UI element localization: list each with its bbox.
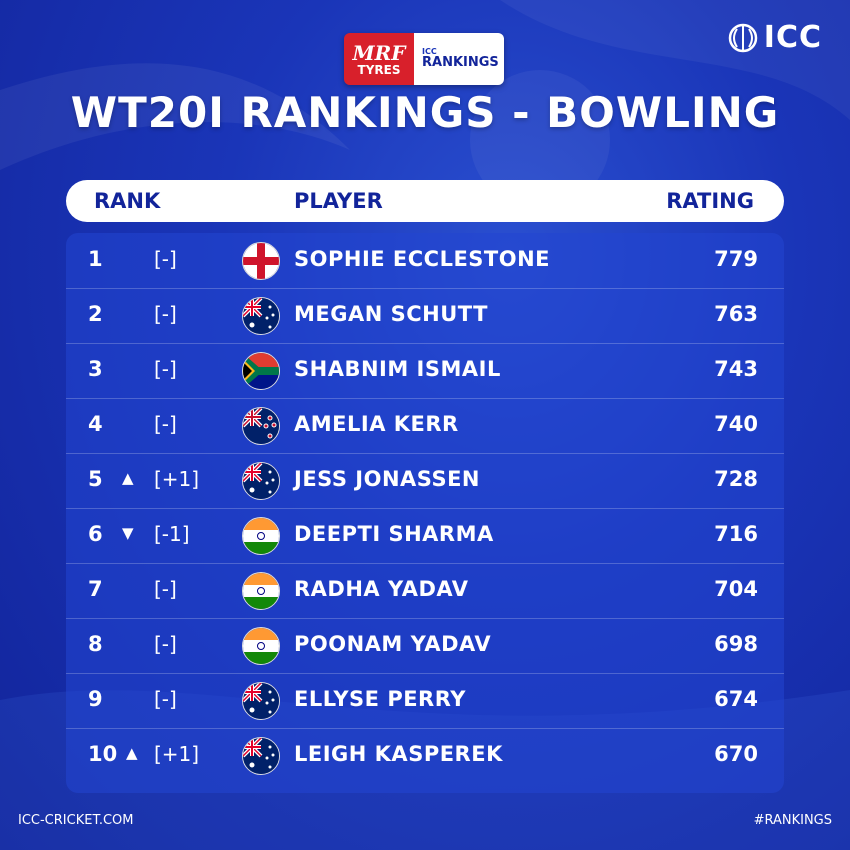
rankings-tag-top: ICC: [422, 46, 437, 56]
row-rank: 4: [88, 412, 103, 436]
rank-change: [-]: [154, 412, 177, 436]
player-name: ELLYSE PERRY: [294, 687, 466, 711]
player-rating: 743: [714, 357, 758, 381]
player-name: SHABNIM ISMAIL: [294, 357, 501, 381]
rank-change: [+1]: [154, 742, 200, 766]
player-name: RADHA YADAV: [294, 577, 469, 601]
rank-change: [-]: [154, 687, 177, 711]
england-flag-icon: [242, 242, 280, 280]
player-name: MEGAN SCHUTT: [294, 302, 488, 326]
rank-up-icon: ▲: [122, 469, 134, 487]
rank-up-icon: ▲: [126, 744, 138, 762]
india-flag-icon: [242, 517, 280, 555]
row-rank: 7: [88, 577, 103, 601]
row-rank: 5: [88, 467, 103, 491]
player-rating: 763: [714, 302, 758, 326]
rank-change: [-]: [154, 357, 177, 381]
rank-change: [+1]: [154, 467, 200, 491]
player-name: JESS JONASSEN: [294, 467, 480, 491]
mrf-brand-sub: TYRES: [357, 62, 401, 77]
player-rating: 779: [714, 247, 758, 271]
rank-change: [-]: [154, 632, 177, 656]
row-rank: 9: [88, 687, 103, 711]
header-rating: RATING: [666, 189, 754, 213]
player-name: POONAM YADAV: [294, 632, 492, 656]
india-flag-icon: [242, 572, 280, 610]
row-rank: 1: [88, 247, 103, 271]
row-rank: 2: [88, 302, 103, 326]
player-rating: 740: [714, 412, 758, 436]
rank-change: [-]: [154, 247, 177, 271]
india-flag-icon: [242, 627, 280, 665]
table-row: 3 [-] SHABNIM ISMAIL 743: [66, 343, 784, 399]
row-rank: 3: [88, 357, 103, 381]
player-rating: 704: [714, 577, 758, 601]
australia-flag-icon: [242, 737, 280, 775]
player-rating: 674: [714, 687, 758, 711]
australia-flag-icon: [242, 297, 280, 335]
player-name: LEIGH KASPEREK: [294, 742, 503, 766]
player-name: SOPHIE ECCLESTONE: [294, 247, 551, 271]
player-rating: 670: [714, 742, 758, 766]
table-row: 8 [-] POONAM YADAV 698: [66, 618, 784, 674]
rank-change: [-]: [154, 302, 177, 326]
table-row: 4 [-] AMELIA KERR 740: [66, 398, 784, 454]
mrf-brand: MRF: [352, 40, 406, 65]
australia-flag-icon: [242, 682, 280, 720]
table-row: 6 ▼ [-1] DEEPTI SHARMA 716: [66, 508, 784, 564]
icc-logo: ICC: [728, 20, 822, 55]
rank-change: [-]: [154, 577, 177, 601]
table-row: 9 [-] ELLYSE PERRY 674: [66, 673, 784, 729]
table-row: 5 ▲ [+1] JESS JONASSEN 728: [66, 453, 784, 509]
rankings-tag: ICC RANKINGS: [414, 33, 504, 85]
rank-down-icon: ▼: [122, 524, 134, 542]
player-rating: 716: [714, 522, 758, 546]
sponsor-badge: MRF TYRES ICC RANKINGS: [344, 33, 504, 85]
page-title: WT20I RANKINGS - BOWLING: [70, 88, 780, 137]
rank-change: [-1]: [154, 522, 190, 546]
table-row: 10 ▲ [+1] LEIGH KASPEREK 670: [66, 728, 784, 783]
player-rating: 698: [714, 632, 758, 656]
table-header: RANK PLAYER RATING: [66, 180, 784, 222]
player-name: DEEPTI SHARMA: [294, 522, 494, 546]
header-player: PLAYER: [294, 189, 383, 213]
table-row: 2 [-] MEGAN SCHUTT 763: [66, 288, 784, 344]
player-name: AMELIA KERR: [294, 412, 459, 436]
row-rank: 8: [88, 632, 103, 656]
rankings-tag-bottom: RANKINGS: [422, 55, 499, 71]
icc-globe-icon: [728, 23, 758, 52]
row-rank: 10: [88, 742, 118, 766]
rankings-table: 1 [-] SOPHIE ECCLESTONE 779 2 [-] MEGAN …: [66, 233, 784, 793]
south-africa-flag-icon: [242, 352, 280, 390]
row-rank: 6: [88, 522, 103, 546]
table-row: 1 [-] SOPHIE ECCLESTONE 779: [66, 233, 784, 289]
new-zealand-flag-icon: [242, 407, 280, 445]
australia-flag-icon: [242, 462, 280, 500]
player-rating: 728: [714, 467, 758, 491]
site-link[interactable]: ICC-CRICKET.COM: [18, 813, 134, 828]
hashtag: #RANKINGS: [753, 813, 832, 828]
mrf-logo: MRF TYRES: [344, 33, 414, 85]
icc-logo-text: ICC: [763, 20, 822, 55]
table-row: 7 [-] RADHA YADAV 704: [66, 563, 784, 619]
header-rank: RANK: [94, 189, 161, 213]
